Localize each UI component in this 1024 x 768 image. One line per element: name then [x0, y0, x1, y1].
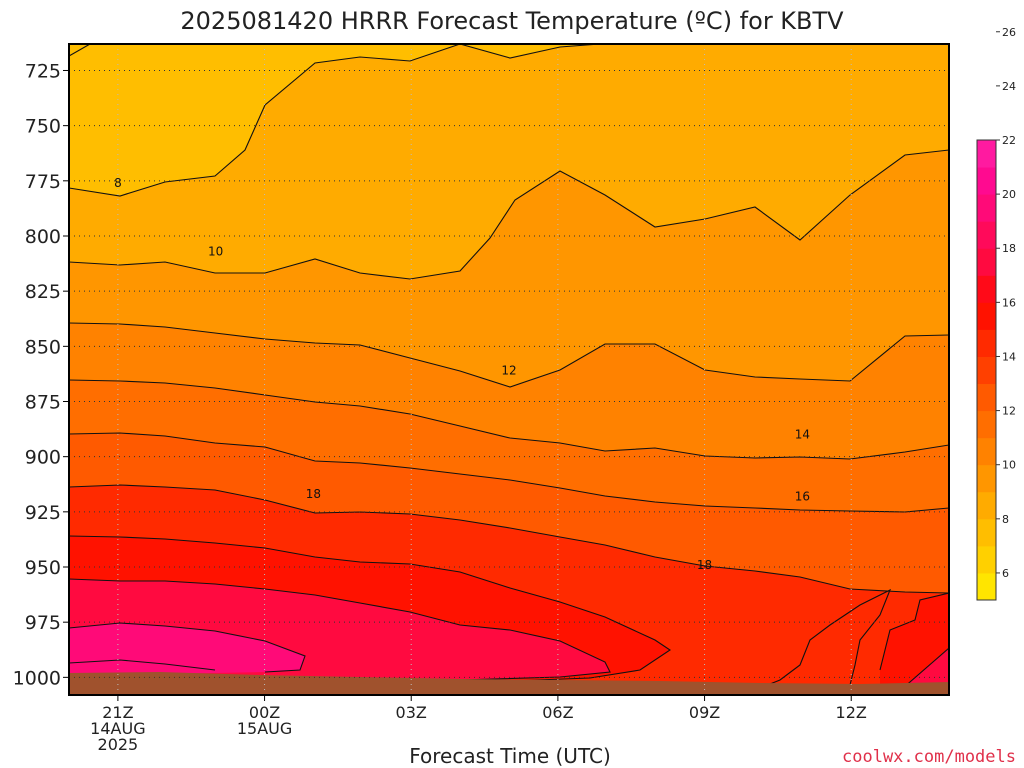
isotherm-20-pocket: [879, 592, 949, 671]
colorbar-swatch: [977, 383, 996, 412]
colorbar: 6 8 10 12 14 16 18 20 22 24 26: [976, 26, 1016, 601]
y-tick-label: 800: [25, 226, 61, 248]
y-axis: 725 750 775 800 825 850 875 900 925 950 975 1000: [13, 60, 69, 689]
colorbar-swatch: [977, 491, 996, 520]
colorbar-swatch: [977, 194, 996, 222]
colorbar-swatch: [977, 140, 996, 168]
y-tick-label: 950: [25, 557, 61, 579]
colorbar-swatch: [977, 167, 996, 195]
plot-frame: [68, 43, 950, 696]
y-tick-label: 1000: [13, 667, 61, 689]
y-tick-label: 775: [25, 171, 61, 193]
grid-lines: [69, 44, 949, 695]
isotherm-12: [69, 322, 949, 388]
y-tick-label: 750: [25, 116, 61, 138]
contour-label: 14: [795, 428, 810, 442]
colorbar-tick-label: 16: [1002, 296, 1016, 309]
colorbar-swatch: [977, 356, 996, 385]
band-above-26: [69, 660, 215, 674]
contour-label: 18: [697, 558, 712, 572]
isotherm-24: [69, 622, 306, 673]
contour-label: 12: [501, 364, 516, 378]
colorbar-tick-label: 24: [1002, 80, 1016, 93]
colorbar-tick-label: 8: [1002, 513, 1009, 526]
y-tick-label: 975: [25, 612, 61, 634]
colorbar-swatch: [977, 329, 996, 357]
isotherm-20-right: [754, 588, 892, 691]
y-tick-label: 825: [25, 281, 61, 303]
isotherm-16: [69, 432, 949, 513]
colorbar-tick-label: 18: [1002, 242, 1016, 255]
colorbar-swatch: [977, 248, 996, 276]
colorbar-swatch: [977, 437, 996, 466]
x-tick-label: 06Z: [542, 703, 573, 722]
x-tick-label: 09Z: [689, 703, 720, 722]
colorbar-swatch: [977, 464, 996, 493]
isotherm-10: [69, 149, 949, 280]
colorbar-tick-label: 22: [1002, 134, 1016, 147]
isotherm-22: [69, 578, 611, 681]
colorbar-swatch: [977, 545, 996, 574]
x-tick-label: 03Z: [396, 703, 427, 722]
plot-area: 8 10 12 14 16 18 18: [69, 44, 949, 695]
x-tick-label: 2025: [98, 735, 139, 754]
isotherm-6: [69, 44, 91, 57]
colorbar-frame: [976, 139, 997, 601]
isotherm-20: [69, 535, 671, 682]
colorbar-swatch: [977, 410, 996, 439]
x-tick-label: 14AUG: [90, 719, 145, 738]
contour-label: 16: [795, 489, 810, 503]
credit-link[interactable]: coolwx.com/models: [842, 747, 1016, 767]
colorbar-tick-label: 14: [1002, 350, 1016, 363]
isotherm-26: [69, 659, 216, 671]
colorbar-swatch: [977, 518, 996, 547]
colorbar-swatch: [977, 572, 996, 601]
contour-labels: 8 10 12 14 16 18 18: [114, 176, 810, 572]
contour-label: 10: [208, 244, 223, 258]
x-tick-label: 12Z: [836, 703, 867, 722]
x-tick-label: 21Z: [102, 703, 133, 722]
isotherm-18: [69, 484, 949, 594]
colorbar-tick-label: 12: [1002, 405, 1016, 418]
isotherm-14: [69, 379, 949, 460]
y-tick-label: 925: [25, 502, 61, 524]
colorbar-tick-label: 20: [1002, 188, 1016, 201]
colorbar-swatch: [977, 302, 996, 330]
y-tick-label: 900: [25, 447, 61, 469]
temperature-bands: [69, 44, 949, 695]
y-tick-label: 725: [25, 60, 61, 82]
colorbar-swatch: [977, 221, 996, 249]
colorbar-tick-label: 10: [1002, 459, 1016, 472]
colorbar-tick-label: 26: [1002, 26, 1016, 39]
colorbar-swatch: [977, 275, 996, 303]
y-tick-label: 850: [25, 336, 61, 358]
contour-label: 8: [114, 176, 122, 190]
contour-label: 18: [306, 487, 321, 501]
colorbar-tick-label: 6: [1002, 567, 1009, 580]
chart-title: 2025081420 HRRR Forecast Temperature (ºC…: [180, 7, 844, 35]
isotherm-8: [69, 44, 601, 197]
y-tick-label: 875: [25, 391, 61, 413]
x-axis-label: Forecast Time (UTC): [409, 744, 611, 768]
isotherm-lines: [69, 44, 949, 695]
x-tick-label: 15AUG: [237, 719, 292, 738]
x-tick-label: 00Z: [249, 703, 280, 722]
